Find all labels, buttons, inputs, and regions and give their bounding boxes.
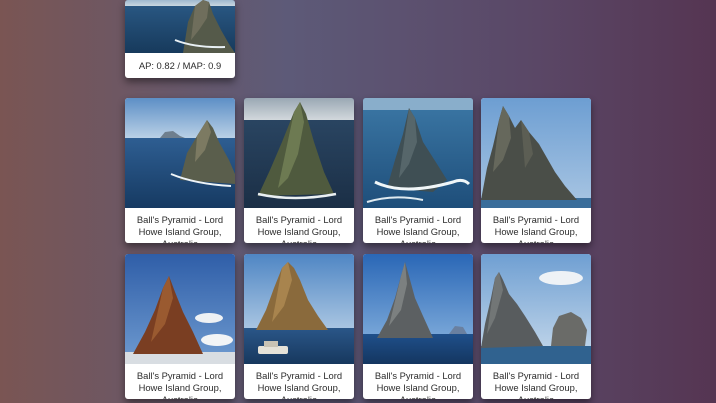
result-caption: Ball's Pyramid - Lord Howe Island Group,…: [255, 370, 343, 399]
result-caption: Ball's Pyramid - Lord Howe Island Group,…: [136, 214, 224, 243]
result-image[interactable]: [481, 98, 591, 208]
result-card[interactable]: Ball's Pyramid - Lord Howe Island Group,…: [125, 98, 235, 243]
result-card[interactable]: Ball's Pyramid - Lord Howe Island Group,…: [363, 254, 473, 399]
query-card: AP: 0.82 / MAP: 0.9: [125, 0, 235, 78]
result-image[interactable]: [363, 98, 473, 208]
result-card[interactable]: Ball's Pyramid - Lord Howe Island Group,…: [481, 98, 591, 243]
result-caption: Ball's Pyramid - Lord Howe Island Group,…: [136, 370, 224, 399]
result-image[interactable]: [244, 98, 354, 208]
result-card[interactable]: Ball's Pyramid - Lord Howe Island Group,…: [244, 98, 354, 243]
result-image[interactable]: [125, 98, 235, 208]
result-image[interactable]: [125, 254, 235, 364]
result-card[interactable]: Ball's Pyramid - Lord Howe Island Group,…: [244, 254, 354, 399]
result-card[interactable]: Ball's Pyramid - Lord Howe Island Group,…: [481, 254, 591, 399]
result-card[interactable]: Ball's Pyramid - Lord Howe Island Group,…: [125, 254, 235, 399]
result-image[interactable]: [244, 254, 354, 364]
result-card[interactable]: Ball's Pyramid - Lord Howe Island Group,…: [363, 98, 473, 243]
result-image[interactable]: [363, 254, 473, 364]
query-image: [125, 0, 235, 53]
result-caption: Ball's Pyramid - Lord Howe Island Group,…: [255, 214, 343, 243]
result-caption: Ball's Pyramid - Lord Howe Island Group,…: [374, 214, 462, 243]
query-score-label: AP: 0.82 / MAP: 0.9: [138, 60, 222, 71]
result-image[interactable]: [481, 254, 591, 364]
result-caption: Ball's Pyramid - Lord Howe Island Group,…: [492, 214, 580, 243]
result-caption: Ball's Pyramid - Lord Howe Island Group,…: [492, 370, 580, 399]
result-caption: Ball's Pyramid - Lord Howe Island Group,…: [374, 370, 462, 399]
